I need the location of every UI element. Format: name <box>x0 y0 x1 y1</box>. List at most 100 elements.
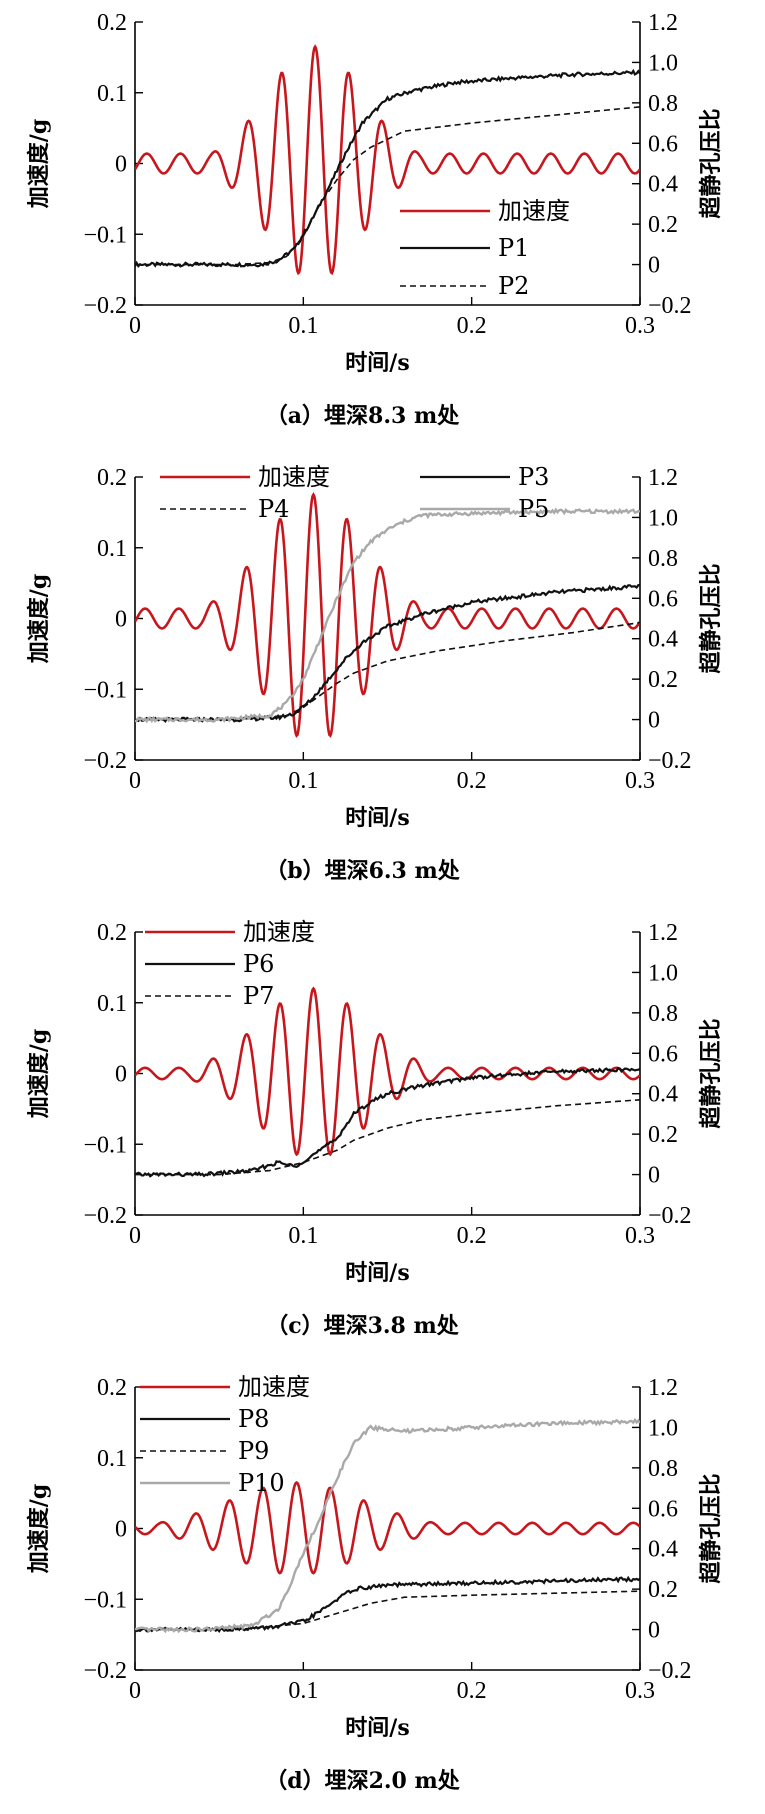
x-axis-title: 时间/s <box>345 350 409 376</box>
legend-label: P1 <box>498 234 529 262</box>
legend: 加速度 P8 P9 P10 <box>140 1373 310 1497</box>
y-left-tick-label: 0 <box>115 607 127 633</box>
y-right-axis-title: 超静孔压比 <box>698 563 724 673</box>
chart-panel-2: 0.20.10−0.1−0.21.21.00.80.60.40.20−0.20 0… <box>26 463 724 884</box>
y-left-tick-label: −0.1 <box>83 677 127 703</box>
series-p10 <box>135 1417 640 1634</box>
legend-label: P3 <box>518 463 549 491</box>
legend-label: P4 <box>258 495 289 523</box>
legend-label: P6 <box>243 950 274 978</box>
y-right-tick-label: 0.4 <box>648 172 678 198</box>
y-left-tick-label: −0.1 <box>83 222 127 248</box>
series-p9 <box>135 1590 640 1631</box>
y-right-tick-label: 0 <box>648 1163 660 1189</box>
y-right-axis-title: 超静孔压比 <box>698 108 724 218</box>
y-left-tick-label: −0.1 <box>83 1587 127 1613</box>
x-tick-label: 0.1 <box>288 768 318 794</box>
legend-label: 加速度 <box>258 463 330 491</box>
x-tick-label: 0.3 <box>625 1678 655 1704</box>
y-right-tick-label: 0.8 <box>648 1456 678 1482</box>
y-right-tick-label: −0.2 <box>648 293 692 319</box>
y-right-tick-label: 0.2 <box>648 667 678 693</box>
series-acceleration <box>135 44 640 276</box>
y-right-tick-label: 0 <box>648 253 660 279</box>
y-right-tick-label: 0.4 <box>648 627 678 653</box>
y-right-axis-title: 超静孔压比 <box>698 1018 724 1128</box>
y-right-tick-label: 0 <box>648 1618 660 1644</box>
y-right-tick-label: 1.0 <box>648 960 678 986</box>
y-left-tick-label: 0 <box>115 152 127 178</box>
y-left-tick-label: 0.1 <box>97 536 127 562</box>
series-acceleration <box>135 1480 640 1575</box>
x-tick-label: 0.2 <box>457 768 487 794</box>
y-left-tick-label: −0.2 <box>83 1203 127 1229</box>
y-right-tick-label: 0.6 <box>648 131 678 157</box>
x-tick-label: 0.1 <box>288 1223 318 1249</box>
y-right-axis-title: 超静孔压比 <box>698 1473 724 1583</box>
x-tick-label: 0.1 <box>288 1678 318 1704</box>
y-right-tick-label: 0 <box>648 708 660 734</box>
legend-label: P7 <box>243 982 274 1010</box>
y-left-tick-label: −0.1 <box>83 1132 127 1158</box>
x-tick-label: 0.3 <box>625 768 655 794</box>
y-right-tick-label: 1.0 <box>648 50 678 76</box>
chart-panel-4: 0.20.10−0.1−0.21.21.00.80.60.40.20−0.20 0… <box>26 1373 724 1794</box>
y-left-tick-label: 0.1 <box>97 1446 127 1472</box>
y-right-tick-label: 0.4 <box>648 1082 678 1108</box>
legend-label: P2 <box>498 272 529 300</box>
y-left-tick-label: −0.2 <box>83 293 127 319</box>
x-axis-title: 时间/s <box>345 1260 409 1286</box>
y-right-tick-label: 0.4 <box>648 1537 678 1563</box>
y-right-tick-label: 1.0 <box>648 1415 678 1441</box>
y-right-tick-label: 1.2 <box>648 920 678 946</box>
y-left-tick-label: 0.1 <box>97 991 127 1017</box>
y-right-tick-label: 0.8 <box>648 91 678 117</box>
x-tick-label: 0.1 <box>288 313 318 339</box>
series-p8 <box>135 1575 640 1634</box>
x-tick-label: 0.3 <box>625 1223 655 1249</box>
y-left-tick-label: 0.2 <box>97 920 127 946</box>
y-left-tick-label: 0 <box>115 1062 127 1088</box>
y-right-tick-label: 1.2 <box>648 10 678 36</box>
y-right-tick-label: 0.8 <box>648 1001 678 1027</box>
y-right-tick-label: 0.6 <box>648 1496 678 1522</box>
y-right-tick-label: −0.2 <box>648 748 692 774</box>
series-p6 <box>135 1066 640 1178</box>
chart-panel-3: 0.20.10−0.1−0.21.21.00.80.60.40.20−0.20 0… <box>26 918 724 1339</box>
legend-label: P5 <box>518 495 549 523</box>
y-left-axis-title: 加速度/g <box>26 119 52 209</box>
y-right-tick-label: 0.2 <box>648 1122 678 1148</box>
x-tick-label: 0 <box>129 1678 141 1704</box>
panel-caption: （b）埋深6.3 m处 <box>265 858 460 884</box>
series-p4 <box>135 621 640 721</box>
y-right-tick-label: 1.2 <box>648 1375 678 1401</box>
series-p1 <box>135 68 640 269</box>
x-tick-label: 0 <box>129 313 141 339</box>
y-left-axis-title: 加速度/g <box>26 1484 52 1574</box>
legend: 加速度 P3 P4 P5 <box>160 463 549 523</box>
legend-label: 加速度 <box>238 1373 310 1401</box>
y-left-tick-label: 0 <box>115 1517 127 1543</box>
y-left-tick-label: −0.2 <box>83 1658 127 1684</box>
x-tick-label: 0.2 <box>457 1678 487 1704</box>
x-tick-label: 0.2 <box>457 313 487 339</box>
series-p5 <box>135 507 640 724</box>
y-left-tick-label: 0.2 <box>97 10 127 36</box>
y-right-tick-label: 1.2 <box>648 465 678 491</box>
x-tick-label: 0 <box>129 768 141 794</box>
x-tick-label: 0 <box>129 1223 141 1249</box>
y-right-tick-label: −0.2 <box>648 1203 692 1229</box>
y-right-tick-label: 1.0 <box>648 505 678 531</box>
y-right-tick-label: 0.2 <box>648 212 678 238</box>
legend-label: P10 <box>238 1469 285 1497</box>
y-right-tick-label: 0.6 <box>648 586 678 612</box>
x-axis-title: 时间/s <box>345 1715 409 1741</box>
legend-label: 加速度 <box>498 197 570 225</box>
x-tick-label: 0.3 <box>625 313 655 339</box>
y-left-axis-title: 加速度/g <box>26 574 52 664</box>
y-left-tick-label: −0.2 <box>83 748 127 774</box>
panel-caption: （d）埋深2.0 m处 <box>265 1768 460 1794</box>
y-right-tick-label: 0.8 <box>648 546 678 572</box>
series-p7 <box>135 1098 640 1176</box>
